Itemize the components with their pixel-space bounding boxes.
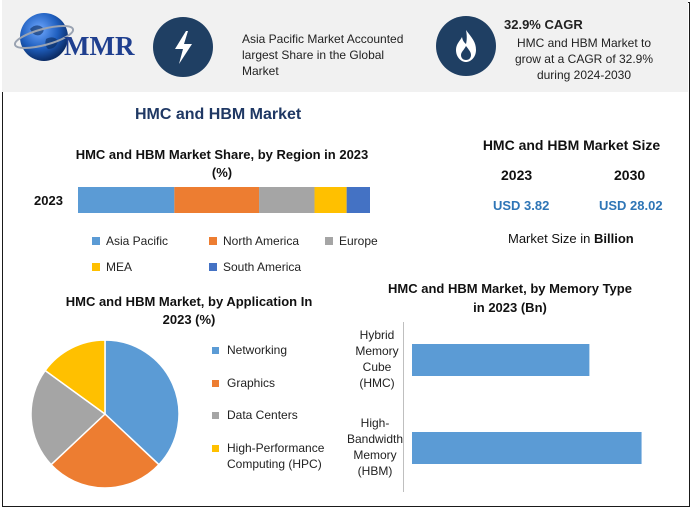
size-unit-note: Market Size in Billion: [508, 231, 634, 246]
region-segment-mea: [314, 187, 347, 213]
legend-swatch: [212, 445, 219, 452]
legend-label: Graphics: [227, 376, 276, 390]
application-pie-chart: [30, 339, 180, 489]
header-info-1: Asia Pacific Market Accounted largest Sh…: [242, 32, 404, 78]
logo-text: MMR: [64, 31, 135, 61]
region-segment-europe: [259, 187, 315, 213]
region-segment-asia-pacific: [78, 187, 175, 213]
legend-swatch: [212, 411, 219, 419]
size-panel-title: HMC and HBM Market Size: [482, 137, 661, 153]
header-band: [2, 0, 688, 92]
size-unit-bold: Billion: [593, 231, 634, 246]
region-chart-title: HMC and HBM Market Share, by Region in 2…: [75, 147, 369, 180]
legend-data-centers: Data Centers: [212, 408, 298, 422]
legend-swatch: [212, 346, 219, 354]
region-category-label: 2023: [34, 193, 63, 208]
flame-icon: [456, 30, 476, 62]
memory-bar-chart: [412, 344, 642, 464]
size-year-2023: 2023: [501, 167, 533, 183]
memory-category-hbm: High-Bandwidth Memory (HBM): [346, 416, 404, 478]
legend-swatch: [325, 237, 333, 245]
memory-chart-title: HMC and HBM Market, by Memory Type in 20…: [388, 281, 632, 315]
region-segment-north-america: [174, 187, 260, 213]
size-unit-prefix: Market Size in: [508, 231, 594, 246]
legend-label: Europe: [339, 234, 378, 248]
size-value-2023: USD 3.82: [493, 198, 550, 213]
legend-north-america: North America: [209, 234, 299, 248]
memory-category-hmc: Hybrid Memory Cube (HMC): [355, 328, 399, 390]
pie-slice-high-performance-computing-hpc: [44, 339, 106, 416]
region-bar-chart: [78, 187, 370, 213]
region-segment-south-america: [346, 187, 370, 213]
logo: MMR: [12, 9, 152, 67]
legend-networking: Networking: [212, 343, 287, 357]
legend-swatch: [212, 379, 219, 387]
legend-label: North America: [223, 234, 300, 248]
lightning-icon: [175, 31, 192, 64]
legend-mea: MEA: [92, 260, 132, 274]
memory-axis-line: [403, 322, 404, 492]
cagr-title: 32.9% CAGR: [504, 17, 583, 32]
pie-slice-data-centers: [30, 369, 107, 466]
legend-label: Asia Pacific: [106, 234, 169, 248]
main-title: HMC and HBM Market: [135, 106, 302, 123]
legend-label: Networking: [227, 343, 288, 357]
application-chart-title: HMC and HBM Market, by Application In 20…: [65, 294, 313, 327]
legend-swatch: [209, 263, 217, 271]
size-year-2030: 2030: [614, 167, 646, 183]
globe-icon: [13, 13, 75, 61]
legend-hpc: High-Performance Computing (HPC): [212, 440, 339, 472]
pie-slice-networking: [104, 339, 180, 466]
legend-label: Data Centers: [227, 408, 298, 422]
pie-slice-graphics: [49, 412, 161, 489]
legend-label: MEA: [106, 260, 133, 274]
legend-label: High-Performance Computing (HPC): [227, 441, 325, 471]
bar-hbm: [412, 432, 642, 464]
legend-swatch: [209, 237, 217, 245]
legend-graphics: Graphics: [212, 376, 275, 390]
cagr-text: HMC and HBM Market to grow at a CAGR of …: [514, 36, 654, 82]
legend-south-america: South America: [209, 260, 301, 274]
size-value-2030: USD 28.02: [599, 198, 663, 213]
legend-swatch: [92, 237, 100, 245]
legend-label: South America: [223, 260, 302, 274]
legend-europe: Europe: [325, 234, 378, 248]
legend-swatch: [92, 263, 100, 271]
legend-asia-pacific: Asia Pacific: [92, 234, 168, 248]
bar-hmc: [412, 344, 590, 376]
